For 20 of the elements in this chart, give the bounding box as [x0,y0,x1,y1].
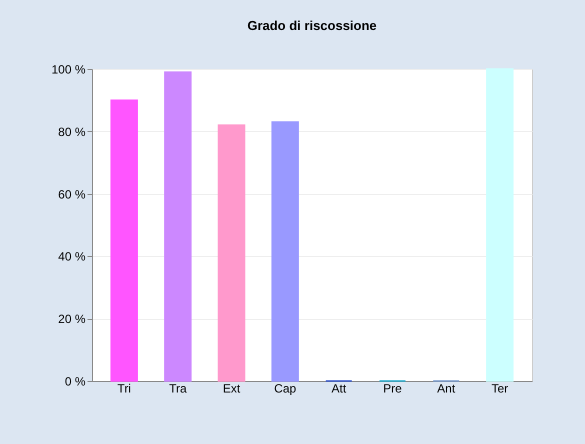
x-tick-label: Ant [437,382,456,396]
y-tick-label: 100 % [51,62,86,76]
y-tick-label: 20 % [58,312,86,326]
bar [110,99,138,382]
x-tick-label: Ter [491,382,508,396]
bar [271,121,299,382]
y-tick-label: 0 % [64,374,86,388]
x-tick-label: Tri [117,382,131,396]
bar [164,71,192,382]
bar [486,68,514,382]
x-tick-label: Ext [222,382,241,396]
x-tick-label: Att [331,382,347,396]
y-tick-label: 80 % [58,124,86,139]
x-tick-label: Pre [383,382,402,396]
x-tick-label: Cap [274,382,297,396]
y-tick-label: 40 % [58,250,86,264]
x-tick-label: Tra [169,382,187,396]
y-tick-label: 60 % [58,187,86,202]
bar [218,124,246,382]
chart-title: Grado di riscossione [247,18,377,33]
